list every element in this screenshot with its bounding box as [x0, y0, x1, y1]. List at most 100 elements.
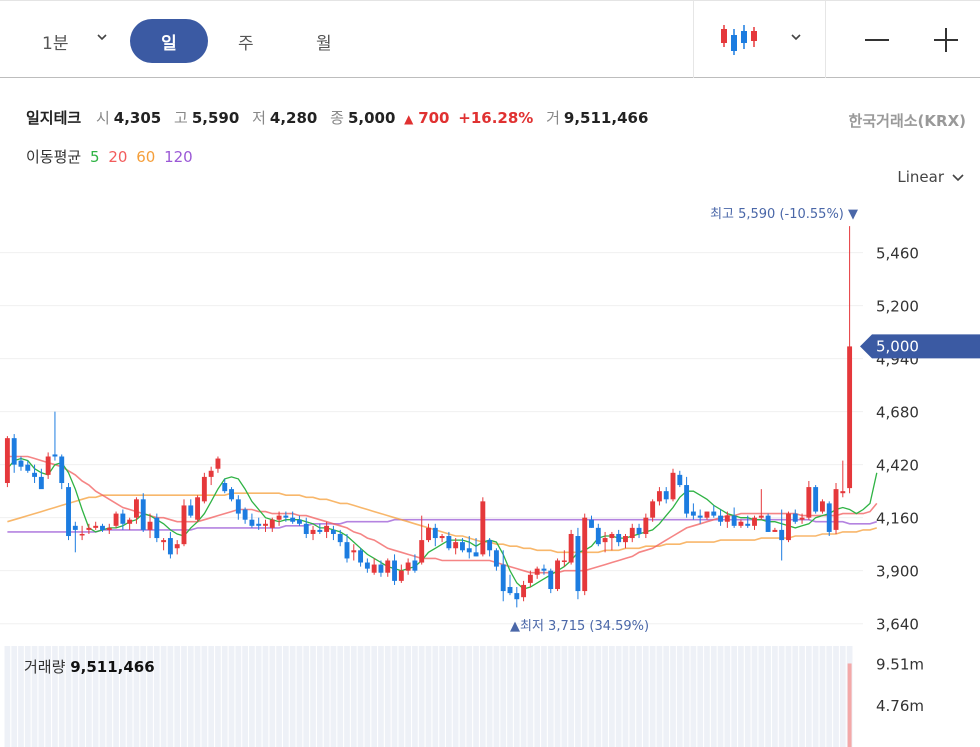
volume-bar-bg [826, 646, 833, 747]
price-summary: 일지테크 시 4,305 고 5,590 저 4,280 종 5,000 ▲ 700 +… [26, 107, 648, 128]
zoom-in-icon[interactable] [933, 27, 959, 53]
ma-120-label[interactable]: 120 [164, 148, 193, 166]
tab-day[interactable]: 일 [130, 19, 208, 63]
candle-body [548, 570, 554, 590]
volume-bar-bg [194, 646, 201, 747]
candle-body [636, 527, 642, 534]
volume-bar-bg [833, 646, 839, 747]
volume-tick-label: 4.76m [876, 697, 924, 715]
price-chart[interactable]: 5,4605,2004,9404,6804,4204,1603,9003,640… [0, 190, 980, 747]
candle-body [25, 464, 31, 471]
candle-body [738, 521, 744, 526]
candle-body [235, 499, 241, 514]
candle-body [507, 586, 513, 594]
candle-body [140, 499, 146, 530]
candlestick-chart-icon[interactable] [720, 21, 758, 57]
chevron-down-icon[interactable] [96, 31, 108, 43]
volume-bar-bg [269, 646, 276, 747]
candle-body [38, 476, 44, 490]
candle-body [446, 536, 452, 549]
volume-label: 거래량 [24, 658, 66, 676]
volume-bar-bg [459, 646, 466, 747]
candle-body [718, 515, 724, 522]
exchange-label: 한국거래소(KRX) [848, 112, 966, 130]
volume-bar-bg [255, 646, 262, 747]
candle-body [534, 568, 540, 575]
volume-bar-bg [221, 646, 228, 747]
open-value: 4,305 [113, 109, 162, 127]
candle-body [195, 497, 201, 520]
ma-60-label[interactable]: 60 [136, 148, 156, 166]
volume-bar-bg [310, 646, 316, 747]
candle-body [127, 519, 133, 524]
toolbar-divider [693, 1, 694, 78]
volume-bar-bg [724, 646, 731, 747]
volume-bar-bg [276, 646, 282, 747]
change-percent: +16.28% [458, 109, 534, 127]
volume-bar-bg [147, 646, 153, 747]
volume-bar-bg [622, 646, 629, 747]
ma-20-label[interactable]: 20 [108, 148, 128, 166]
price-gridlines [0, 252, 863, 625]
close-value: 5,000 [347, 109, 396, 127]
ma-5-label[interactable]: 5 [89, 148, 100, 166]
volume-bar-bg [432, 646, 439, 747]
volume-bar-bg [513, 646, 520, 747]
candle-body [79, 533, 85, 536]
candle-body [358, 550, 364, 563]
volume-bar-bg [72, 646, 79, 747]
volume-bar-bg [541, 646, 547, 747]
y-tick-label: 4,420 [876, 457, 919, 475]
candle-body [650, 501, 656, 518]
volume-bar-bg [289, 646, 296, 747]
volume-bar-bg [649, 646, 656, 747]
volume-bar-bg [683, 646, 690, 747]
candle-body [806, 487, 812, 518]
volume-bar-bg [52, 646, 58, 747]
volume-bar-bg [99, 646, 106, 747]
volume-bar-bg [174, 646, 181, 747]
volume-bar-bg [228, 646, 235, 747]
volume-bar-bg [792, 646, 799, 747]
volume-bars [4, 646, 853, 747]
zoom-out-icon[interactable] [864, 27, 890, 53]
volume-bar-bg [479, 646, 486, 747]
candle-body [575, 536, 581, 592]
candle-body [32, 472, 38, 477]
volume-bar-bg [79, 646, 85, 747]
candle-body [731, 515, 737, 526]
candle-body [208, 470, 214, 477]
price-axis: 5,4605,2004,9404,6804,4204,1603,9003,640… [876, 245, 924, 716]
volume-tick-label: 9.51m [876, 655, 924, 673]
volume-bar-bg [337, 646, 344, 747]
candle-body [371, 564, 377, 573]
volume-bar-bg [398, 646, 405, 747]
volume-bar-bg [670, 646, 676, 747]
volume-bar-bg [405, 646, 411, 747]
interval-select[interactable]: 1분 [42, 29, 68, 54]
tab-month[interactable]: 월 [316, 34, 332, 54]
candle-body [181, 505, 187, 545]
candle-body [351, 550, 357, 553]
volume-bar-bg [805, 646, 812, 747]
candle-body [215, 458, 221, 469]
stock-name: 일지테크 [26, 109, 82, 127]
candle-body [45, 456, 51, 475]
candle-body [826, 503, 832, 532]
volume-legend: 거래량 9,511,466 [24, 656, 155, 677]
candle-body [59, 456, 65, 484]
chart-type-chevron-icon[interactable] [790, 31, 802, 43]
candle-body [799, 517, 805, 520]
candle-body [201, 476, 207, 502]
tab-week[interactable]: 주 [238, 34, 254, 54]
scale-label: Linear [897, 168, 944, 186]
volume-bar-bg [11, 646, 18, 747]
volume-bar-bg [663, 646, 670, 747]
candle-body [303, 523, 309, 534]
scale-select[interactable]: Linear [897, 168, 964, 186]
candle-body [378, 564, 384, 573]
candle-body [602, 538, 608, 543]
volume-bar-bg [106, 646, 113, 747]
volume-bar-bg [785, 646, 792, 747]
volume-bar-bg [249, 646, 255, 747]
